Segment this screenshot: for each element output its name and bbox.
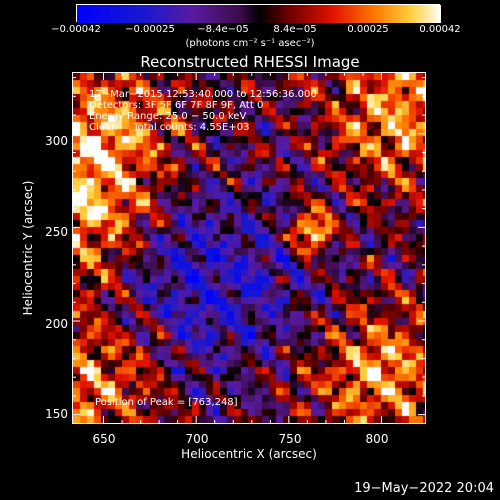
x-tick-label: 700 xyxy=(185,432,209,446)
annotation-clean: Clean Total counts: 4.55E+03 xyxy=(89,122,250,133)
chart-title: Reconstructed RHESSI Image xyxy=(140,53,360,71)
y-tick-label: 250 xyxy=(45,225,68,239)
peak-position-label: Position of Peak = [763,248] xyxy=(95,397,238,408)
colorbar-tick: −0.00025 xyxy=(125,24,175,35)
y-tick-label: 300 xyxy=(45,134,68,148)
colorbar-tick: 8.4e−05 xyxy=(273,24,317,35)
y-axis-label: Heliocentric Y (arcsec) xyxy=(21,180,35,316)
x-tick-label: 750 xyxy=(278,432,302,446)
colorbar-tick: −8.4e−05 xyxy=(197,24,249,35)
plot-area: 17−Mar−2015 12:53:40.000 to 12:56:36.000… xyxy=(72,72,426,424)
annotation-time: 17−Mar−2015 12:53:40.000 to 12:56:36.000 xyxy=(89,89,317,100)
heatmap-image xyxy=(73,73,425,423)
axes-ticks xyxy=(72,72,426,424)
annotation-detectors: Detectors: 3F 5F 6F 7F 8F 9F, Att 0 xyxy=(89,100,264,111)
colorbar xyxy=(76,4,441,23)
colorbar-unit: (photons cm⁻² s⁻¹ asec⁻²) xyxy=(185,38,315,49)
colorbar-tick: 0.00025 xyxy=(347,24,389,35)
x-axis-label: Heliocentric X (arcsec) xyxy=(181,447,317,461)
colorbar-tick: 0.00042 xyxy=(419,24,461,35)
y-tick-label: 150 xyxy=(45,407,68,421)
y-tick-label: 200 xyxy=(45,317,68,331)
annotation-energy: Energy Range: 25.0 − 50.0 keV xyxy=(89,111,247,122)
x-tick-label: 650 xyxy=(92,432,116,446)
x-tick-label: 800 xyxy=(365,432,389,446)
colorbar-tick: −0.00042 xyxy=(51,24,101,35)
render-timestamp: 19−May−2022 20:04 xyxy=(354,481,494,496)
